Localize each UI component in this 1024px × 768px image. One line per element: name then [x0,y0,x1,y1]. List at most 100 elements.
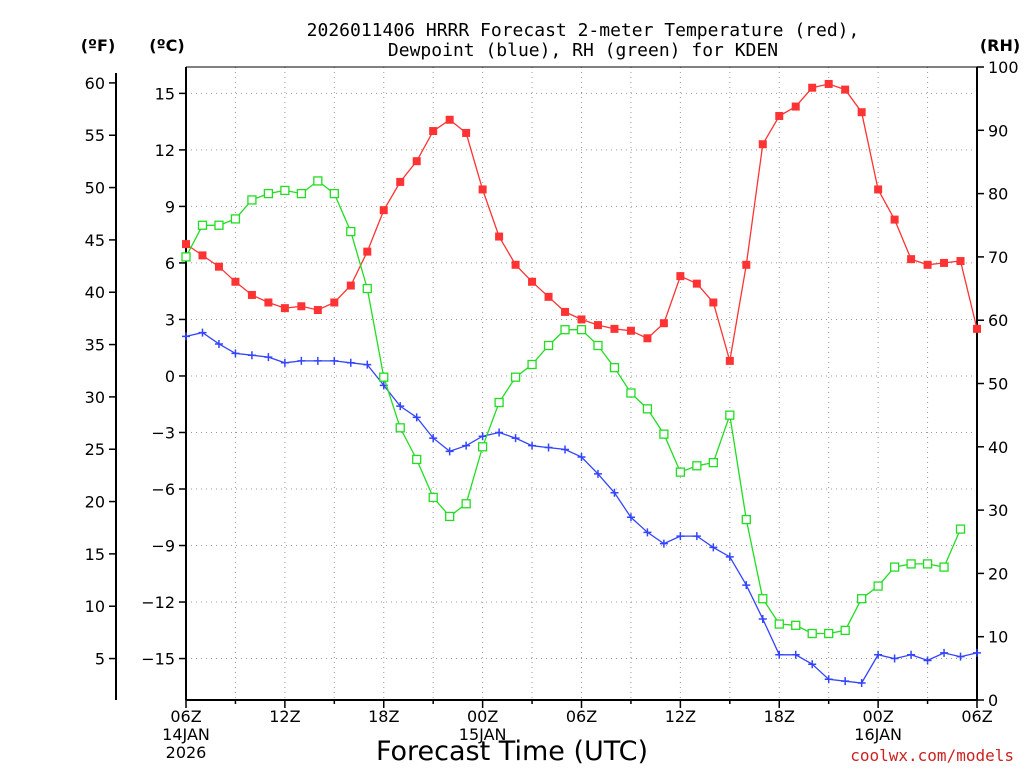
temperature-point [907,255,916,264]
temperature-point [676,272,685,281]
temperature-point [692,279,701,288]
dewpoint-point [214,339,223,348]
rh-tick-label: 0 [988,691,998,710]
temperature-point [313,306,322,315]
rh-point [230,214,241,224]
temperature-point [824,79,833,88]
temperature-point [528,277,537,286]
temperature-point [280,304,289,313]
rh-tick-label: 100 [988,58,1019,77]
dewpoint-point [742,581,751,590]
x-year-label: 2026 [166,743,207,762]
temperature-point [956,257,965,266]
celsius-tick-label: 3 [165,310,175,329]
temperature-point [396,177,405,186]
rh-point [939,562,949,572]
x-tick-label: 00Z [467,707,498,726]
dewpoint-point [874,650,883,659]
rh-point [296,188,307,199]
rh-point [708,457,718,468]
dewpoint-point [692,532,701,541]
dewpoint-point [363,360,372,369]
celsius-tick-label: 12 [155,141,175,160]
rh-point [758,594,768,604]
celsius-unit-label: (ºC) [149,36,184,55]
x-tick-label: 12Z [269,707,300,726]
rh-point [395,423,405,433]
rh-point [379,372,389,382]
dewpoint-point [247,351,256,360]
x-tick-label: 06Z [961,707,992,726]
dewpoint-point [396,402,405,411]
rh-tick-label: 70 [988,248,1008,267]
rh-point [593,340,603,351]
temperature-point [478,185,487,194]
fahrenheit-tick-label: 60 [85,74,105,93]
dewpoint-point [610,488,619,497]
x-tick-label: 06Z [566,707,597,726]
rh-point [955,524,966,534]
dewpoint-point [940,648,949,657]
temperature-point [511,260,520,269]
rh-point [840,625,850,636]
fahrenheit-tick-label: 15 [85,545,105,564]
x-axis-title: Forecast Time (UTC) [376,736,648,767]
rh-point [692,461,702,471]
temperature-point [462,128,471,137]
grid-layer [186,67,977,700]
chart-title-line1: 2026011406 HRRR Forecast 2-meter Tempera… [307,20,860,41]
x-tick-label: 00Z [862,707,893,726]
dewpoint-point [659,539,668,548]
fahrenheit-tick-label: 40 [85,283,105,302]
temperature-point [841,85,850,94]
dewpoint-point [478,432,487,441]
temperature-point [445,115,454,124]
temperature-point [330,298,339,307]
temperature-point [725,356,734,365]
celsius-tick-label: 0 [165,367,175,386]
rh-point [576,325,587,335]
rh-point [494,397,504,408]
temperature-point [363,247,372,256]
dewpoint-point [956,652,965,661]
dewpoint-point [445,447,454,456]
rh-tick-label: 20 [988,564,1008,583]
temperature-point [973,324,981,333]
temperature-point [214,262,223,271]
dewpoint-point [775,650,784,659]
temperature-point [346,281,355,290]
x-tick-label: 12Z [665,707,696,726]
fahrenheit-tick-label: 55 [85,126,105,145]
dewpoint-point [511,434,520,443]
dewpoint-point [412,413,421,422]
rh-point [774,619,784,629]
dewpoint-point [758,614,767,623]
rh-point [445,511,455,522]
series-temperature [182,79,981,365]
dewpoint-point [264,353,273,362]
dewpoint-point [561,445,570,454]
fahrenheit-unit-label: (ºF) [81,36,116,55]
tick-label-layer: 15129630−3−6−9−12−1560555045403530252015… [85,58,1019,762]
rh-point [873,581,883,591]
fahrenheit-tick-label: 50 [85,179,105,198]
rh-point [543,340,554,351]
rh-point [741,514,751,525]
dewpoint-point [791,650,800,659]
temperature-point [577,315,586,324]
dewpoint-point [462,441,471,450]
temperature-point [659,319,668,328]
dewpoint-point [544,443,553,452]
temperature-point [775,111,784,120]
rh-point [659,429,669,439]
temperature-point [495,232,504,241]
dewpoint-point [495,428,504,437]
x-tick-label: 18Z [764,707,795,726]
rh-point [527,359,537,370]
dewpoint-point [198,328,207,337]
rh-point [477,442,488,452]
rh-point [889,562,900,572]
rh-point [214,220,224,230]
series-rh [181,176,966,639]
temperature-point [593,321,602,330]
